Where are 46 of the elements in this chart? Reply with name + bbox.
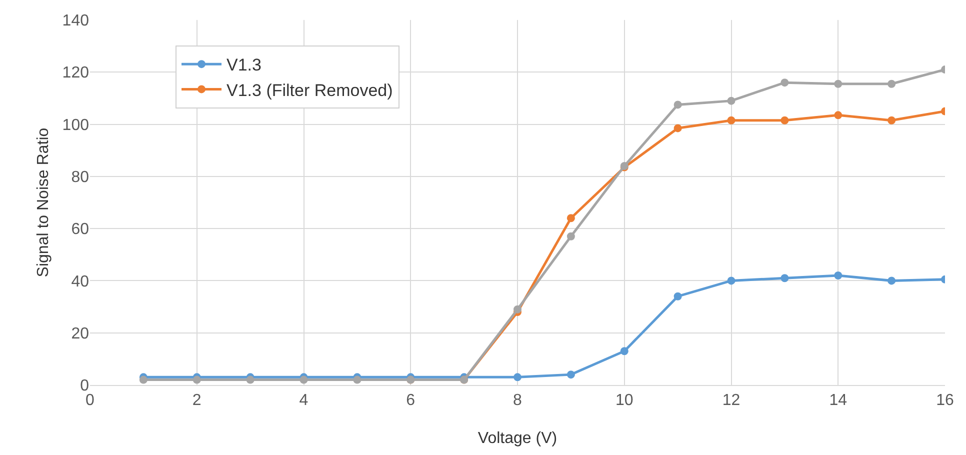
point — [834, 111, 842, 120]
y-tick-label: 60 — [71, 221, 90, 238]
y-tick-label: 140 — [62, 12, 90, 30]
point — [674, 124, 682, 132]
point — [674, 292, 682, 300]
y-tick-label: 80 — [71, 169, 90, 186]
point — [780, 78, 789, 87]
point — [834, 272, 842, 280]
point — [566, 214, 575, 222]
x-tick-label: 8 — [513, 392, 522, 410]
point — [300, 376, 308, 384]
point — [620, 347, 628, 356]
point — [514, 305, 522, 314]
y-tick-label: 20 — [71, 325, 90, 342]
point — [727, 276, 736, 285]
point — [834, 80, 842, 88]
point — [246, 376, 254, 384]
x-tick-label: 4 — [299, 392, 308, 410]
x-tick-label: 12 — [722, 392, 740, 410]
point — [888, 276, 896, 285]
point — [674, 100, 682, 109]
x-tick-label: 2 — [192, 392, 202, 410]
point — [514, 373, 522, 382]
legend-label: V1.3 — [226, 56, 262, 75]
point — [780, 274, 789, 282]
y-tick-label: 120 — [62, 64, 90, 82]
point — [139, 376, 148, 384]
y-axis-title: Signal to Noise Ratio — [35, 128, 52, 278]
point — [566, 370, 575, 379]
x-axis-title: Voltage (V) — [478, 430, 558, 447]
point — [888, 80, 896, 88]
point — [888, 116, 896, 124]
point — [727, 116, 736, 124]
point — [727, 96, 736, 105]
point — [192, 376, 201, 384]
y-tick-label: 40 — [71, 273, 90, 290]
x-tick-label: 16 — [936, 392, 954, 410]
y-tick-label: 0 — [80, 378, 90, 395]
y-tick-label: 100 — [62, 116, 90, 134]
x-tick-label: 6 — [406, 392, 416, 410]
point — [780, 116, 789, 124]
legend-label: V1.3 (Filter Removed) — [226, 80, 393, 100]
x-tick-label: 10 — [615, 392, 634, 410]
point — [353, 376, 362, 384]
x-tick-label: 14 — [829, 392, 848, 410]
point — [566, 232, 575, 240]
